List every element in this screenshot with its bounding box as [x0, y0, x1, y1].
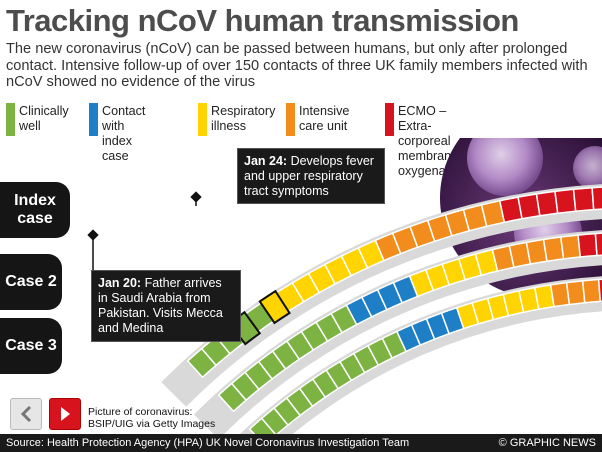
callout-text: Father arrives in Saudi Arabia from Paki… [98, 276, 223, 335]
timeline-day-cell [554, 188, 577, 215]
legend-label: Intensive care unit [299, 104, 350, 133]
timeline-day-cell [572, 186, 595, 213]
case-label-2: Case 2 [0, 254, 62, 310]
prev-button[interactable] [10, 398, 42, 430]
footer: Source: Health Protection Agency (HPA) U… [0, 434, 602, 452]
legend-label: Clinically well [19, 104, 69, 133]
chevron-left-icon [20, 405, 32, 423]
timeline-day-cell [591, 186, 602, 211]
case-label-3: Case 3 [0, 318, 62, 374]
legend-label: ECMO – Extra-corporeal membrane oxygenat… [398, 104, 466, 178]
timeline-day-cell [248, 417, 277, 434]
legend-swatch [6, 103, 15, 136]
callout-date: Jan 20: [98, 276, 142, 290]
leader-jan24-dot [190, 191, 202, 203]
legend-swatch [286, 103, 295, 136]
callout-date: Jan 24: [244, 154, 288, 168]
next-button[interactable] [49, 398, 81, 430]
timeline-day-cell [581, 278, 602, 304]
legend-label: Contact with index case [102, 104, 146, 163]
callout-jan20: Jan 20: Father arrives in Saudi Arabia f… [91, 270, 241, 342]
page-title: Tracking nCoV human transmission [6, 3, 519, 38]
page-subtitle: The new coronavirus (nCoV) can be passed… [6, 41, 588, 90]
timeline-day-cell [559, 234, 582, 260]
timeline-day-cell [565, 280, 586, 306]
case-timeline-bands [87, 184, 602, 434]
timeline-graphic [87, 138, 602, 434]
callout-text: Develops fever and upper respiratory tra… [244, 154, 374, 198]
timeline-day-cell [535, 190, 559, 217]
legend-swatch [385, 103, 394, 136]
callout-jan24: Jan 24: Develops fever and upper respira… [237, 148, 385, 204]
legend-swatch [198, 103, 207, 136]
timeline-day-cell [577, 232, 598, 258]
leader-jan20-dot [87, 229, 99, 241]
picture-credit: Picture of coronavirus: BSIP/UIG via Get… [88, 406, 216, 430]
play-icon [61, 407, 70, 421]
timeline-day-cell [594, 232, 602, 257]
marker-jan24-cell [258, 289, 291, 325]
case-label-index: Index case [0, 182, 70, 238]
source-text: Source: Health Protection Agency (HPA) U… [6, 437, 410, 449]
legend: Clinically well Contact with index case … [0, 101, 602, 178]
copyright-text: © GRAPHIC NEWS [498, 437, 596, 449]
legend-swatch [89, 103, 98, 136]
legend-label: Respiratory illness [211, 104, 276, 133]
